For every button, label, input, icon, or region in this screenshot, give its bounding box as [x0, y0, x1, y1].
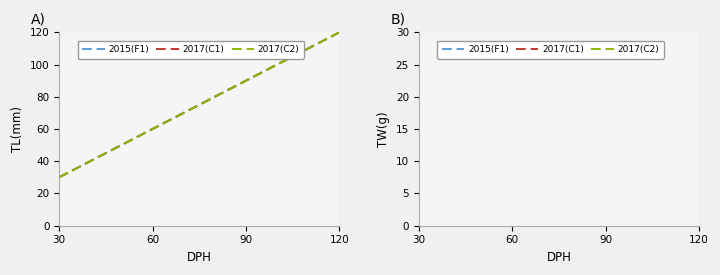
2017(C2): [242, 79, 251, 82]
2017(C2): [127, 138, 135, 142]
2017(C1): [242, 79, 251, 82]
Line: 2017(C1): 2017(C1): [59, 32, 340, 177]
2017(C1): [220, 90, 229, 94]
2017(C2): [220, 90, 229, 94]
2017(C1): [55, 176, 63, 179]
Line: 2015(F1): 2015(F1): [59, 32, 340, 177]
2017(C2): [181, 110, 190, 113]
2017(C1): [266, 67, 274, 70]
2015(F1): [266, 67, 274, 70]
2017(C1): [104, 150, 113, 153]
2015(F1): [104, 150, 113, 153]
2017(C2): [104, 150, 113, 153]
Text: A): A): [31, 13, 46, 27]
Legend: 2015(F1), 2017(C1), 2017(C2): 2015(F1), 2017(C1), 2017(C2): [78, 41, 304, 59]
2015(F1): [242, 79, 251, 82]
Y-axis label: TL(mm): TL(mm): [11, 106, 24, 152]
2015(F1): [55, 176, 63, 179]
Line: 2017(C1): 2017(C1): [418, 0, 699, 32]
2015(F1): [336, 31, 344, 34]
2017(C1): [414, 31, 423, 34]
2017(C2): [414, 31, 423, 34]
Line: 2015(F1): 2015(F1): [418, 0, 699, 32]
X-axis label: DPH: DPH: [187, 251, 212, 264]
2015(F1): [127, 138, 135, 142]
2017(C2): [55, 176, 63, 179]
Line: 2017(C2): 2017(C2): [418, 0, 699, 32]
Text: B): B): [391, 13, 405, 27]
2017(C2): [266, 67, 274, 70]
Line: 2017(C2): 2017(C2): [59, 32, 340, 177]
Legend: 2015(F1), 2017(C1), 2017(C2): 2015(F1), 2017(C1), 2017(C2): [437, 41, 664, 59]
2015(F1): [414, 31, 423, 34]
X-axis label: DPH: DPH: [546, 251, 571, 264]
2015(F1): [220, 90, 229, 94]
2017(C1): [127, 138, 135, 142]
2017(C1): [181, 110, 190, 113]
2017(C1): [336, 31, 344, 34]
2015(F1): [181, 110, 190, 113]
2017(C2): [336, 31, 344, 34]
Y-axis label: TW(g): TW(g): [377, 111, 390, 147]
